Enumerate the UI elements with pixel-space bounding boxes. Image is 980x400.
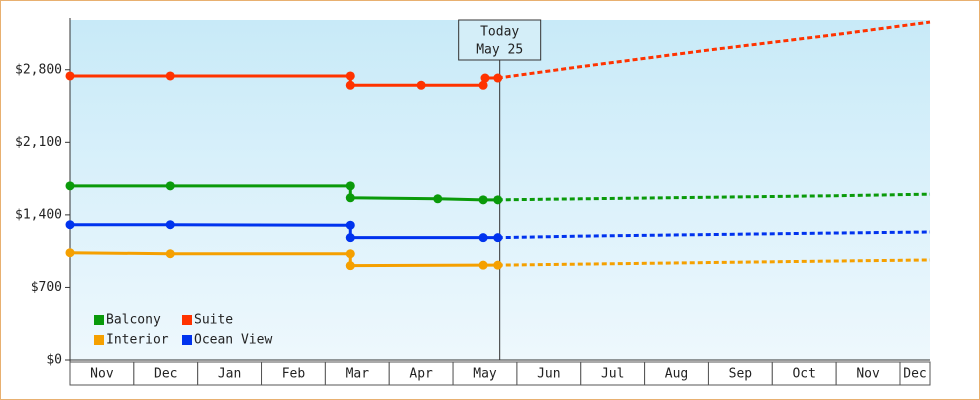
point [478, 195, 488, 205]
y-tick-label: $700 [31, 280, 62, 295]
forecast-line [497, 258, 931, 267]
x-tick-label: Nov [90, 367, 114, 382]
legend-label: Interior [106, 333, 169, 348]
point [165, 71, 175, 81]
point [493, 73, 503, 83]
x-tick-label: Jan [218, 367, 241, 382]
legend-swatch [182, 315, 192, 325]
legend-label: Suite [194, 313, 233, 328]
x-tick-label: Dec [903, 367, 926, 382]
point [65, 181, 75, 191]
point [345, 220, 355, 230]
point [65, 220, 75, 230]
point [165, 220, 175, 230]
point [165, 249, 175, 259]
forecast-line [497, 20, 931, 80]
point [480, 73, 490, 83]
x-tick-label: Jul [601, 367, 624, 382]
y-tick-label: $0 [46, 353, 62, 368]
point [493, 260, 503, 270]
point [493, 233, 503, 243]
x-tick-label: Dec [154, 367, 177, 382]
x-tick-label: Nov [856, 367, 880, 382]
point [65, 248, 75, 258]
x-tick-label: Oct [792, 367, 815, 382]
y-tick-label: $2,100 [15, 135, 62, 150]
legend-swatch [94, 335, 104, 345]
point [478, 233, 488, 243]
x-tick-label: Apr [409, 367, 433, 382]
point [345, 181, 355, 191]
forecast-line [497, 230, 931, 240]
point [345, 249, 355, 259]
today-date: May 25 [476, 43, 523, 58]
point [478, 80, 488, 90]
point [433, 194, 443, 204]
legend-label: Ocean View [194, 333, 272, 348]
point [345, 80, 355, 90]
legend-swatch [182, 335, 192, 345]
x-tick-label: Jun [537, 367, 560, 382]
today-box [458, 19, 542, 61]
x-tick-label: Mar [346, 367, 370, 382]
today-label: Today [480, 25, 519, 40]
point [165, 181, 175, 191]
x-tick-label: Feb [282, 367, 306, 382]
point [345, 233, 355, 243]
point [345, 261, 355, 271]
forecast-line [497, 192, 931, 202]
point [478, 260, 488, 270]
legend-swatch [94, 315, 104, 325]
point [65, 71, 75, 81]
x-tick-label: Sep [729, 367, 753, 382]
y-tick-label: $2,800 [15, 62, 62, 77]
x-tick-label: Aug [665, 367, 688, 382]
point [416, 80, 426, 90]
point [345, 193, 355, 203]
month-cell [899, 361, 931, 386]
x-tick-label: May [473, 367, 497, 382]
legend-label: Balcony [106, 313, 161, 328]
y-tick-label: $1,400 [15, 207, 62, 222]
point [493, 195, 503, 205]
point [345, 71, 355, 81]
